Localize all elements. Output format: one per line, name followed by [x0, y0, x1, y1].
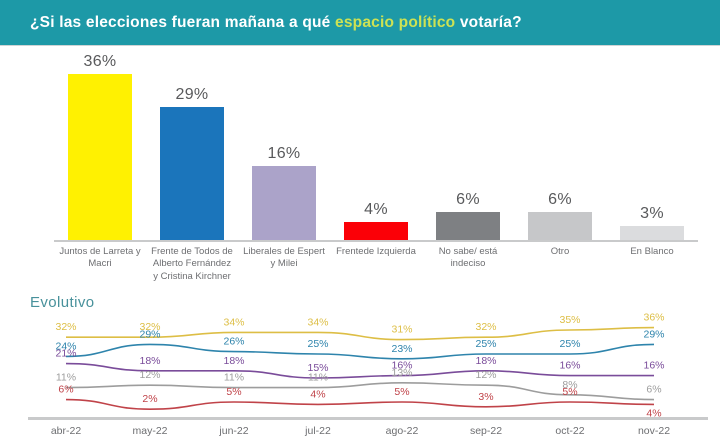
line-value-label: 25%	[475, 338, 496, 350]
bar-column: 6%	[514, 52, 606, 240]
bar-column: 4%	[330, 52, 422, 240]
bar-category-label: Frentede Izquierda	[336, 246, 416, 257]
line-value-label: 26%	[223, 336, 244, 348]
bar-category-label: Liberales de Espert y Milei	[243, 246, 325, 270]
x-axis-label: oct-22	[555, 425, 584, 437]
line-value-label: 25%	[559, 338, 580, 350]
line-value-label: 4%	[646, 407, 661, 419]
line-value-label: 6%	[646, 384, 661, 396]
line-value-label: 34%	[307, 316, 328, 328]
bar-value-label: 36%	[83, 53, 117, 70]
bar-value-label: 6%	[456, 191, 480, 208]
evolutivo-line-chart: 32% 32% 34% 34% 31% 32% 35% 36% 24% 29% 26% 25% 23% 2…	[28, 312, 708, 437]
line-value-label: 8%	[562, 379, 577, 391]
line-value-label: 23%	[391, 343, 412, 355]
page-title-highlight: espacio político	[335, 13, 456, 31]
line-value-label: 16%	[559, 360, 580, 372]
line-value-label: 32%	[475, 321, 496, 333]
bar-value-label: 3%	[640, 205, 664, 222]
x-axis-label: abr-22	[51, 425, 82, 437]
line-value-label: 18%	[475, 355, 496, 367]
line-value-label: 18%	[223, 355, 244, 367]
line-value-label: 5%	[562, 386, 577, 398]
line-value-label: 34%	[223, 316, 244, 328]
line-value-label: 5%	[394, 386, 409, 398]
line-value-label: 12%	[475, 369, 496, 381]
line-value-label: 6%	[58, 384, 73, 396]
line-value-label: 16%	[643, 360, 664, 372]
line-value-label: 18%	[139, 355, 160, 367]
line-value-label: 16%	[391, 360, 412, 372]
bar	[252, 166, 316, 240]
bar-value-label: 6%	[548, 191, 572, 208]
line-value-label: 11%	[56, 372, 76, 384]
x-axis-label: jul-22	[304, 425, 331, 437]
bar-value-label: 29%	[175, 86, 209, 103]
bar-category-label: Frente de Todos de Alberto Fernández y Cri…	[151, 246, 233, 282]
line-value-label: 11%	[224, 372, 244, 384]
x-axis-label: may-22	[132, 425, 167, 437]
line-value-label: 24%	[55, 340, 76, 352]
line-value-label: 32%	[55, 321, 76, 333]
line-value-label: 15%	[307, 362, 328, 374]
x-axis-label: nov-22	[638, 425, 670, 437]
bar-column: 16%	[238, 52, 330, 240]
page-title: ¿Si las elecciones fueran mañana a qué e…	[30, 14, 522, 32]
line-value-label: 35%	[559, 314, 580, 326]
bar	[160, 107, 224, 240]
bar-category-label: En Blanco	[630, 246, 674, 257]
bar-column: 36%	[54, 52, 146, 240]
page-title-suffix: votaría?	[455, 13, 522, 31]
bar-column: 3%	[606, 52, 698, 240]
line-value-label: 4%	[310, 388, 325, 400]
line-value-label: 13%	[391, 367, 412, 379]
bar	[436, 212, 500, 240]
page-title-prefix: ¿Si las elecciones fueran mañana a qué	[30, 13, 336, 31]
line-value-label: 32%	[139, 321, 160, 333]
bar-chart-axis-line	[54, 240, 698, 242]
bar-value-label: 4%	[364, 201, 388, 218]
bar-column: 6%	[422, 52, 514, 240]
bar-column: 29%	[146, 52, 238, 240]
line-value-label: 29%	[643, 328, 664, 340]
line-value-label: 21%	[55, 348, 76, 360]
bar-category-label: No sabe/ está indeciso	[438, 246, 498, 270]
line-series	[65, 362, 654, 379]
bar-chart-category-labels: Juntos de Larreta y Macri Frente de Todos …	[54, 246, 698, 283]
line-value-label: 3%	[478, 391, 493, 403]
bar-category-label: Otro	[550, 246, 570, 257]
line-value-label: 5%	[226, 386, 241, 398]
bar	[68, 74, 132, 240]
line-value-label: 29%	[139, 328, 160, 340]
line-value-label: 25%	[307, 338, 328, 350]
bar	[620, 226, 684, 240]
bar	[344, 222, 408, 240]
x-axis-label: jun-22	[218, 425, 248, 437]
line-value-label: 31%	[391, 324, 412, 336]
line-value-label: 12%	[139, 369, 160, 381]
line-value-label: 11%	[308, 372, 328, 384]
x-axis-label: sep-22	[470, 425, 502, 437]
vote-intention-bar-chart: 36% 29% 16% 4% 6% 6% 3%	[54, 52, 698, 240]
x-axis-label: ago-22	[386, 425, 419, 437]
line-series	[65, 343, 655, 360]
question-header: ¿Si las elecciones fueran mañana a qué e…	[0, 0, 720, 46]
line-series	[65, 381, 655, 401]
line-value-label: 2%	[142, 393, 157, 405]
line-series	[66, 326, 655, 341]
line-series	[65, 398, 655, 411]
bar-value-label: 16%	[267, 145, 301, 162]
line-value-label: 36%	[643, 312, 664, 324]
bar	[528, 212, 592, 240]
bar-category-label: Juntos de Larreta y Macri	[59, 246, 141, 270]
evolutivo-section-title: Evolutivo	[30, 294, 95, 311]
